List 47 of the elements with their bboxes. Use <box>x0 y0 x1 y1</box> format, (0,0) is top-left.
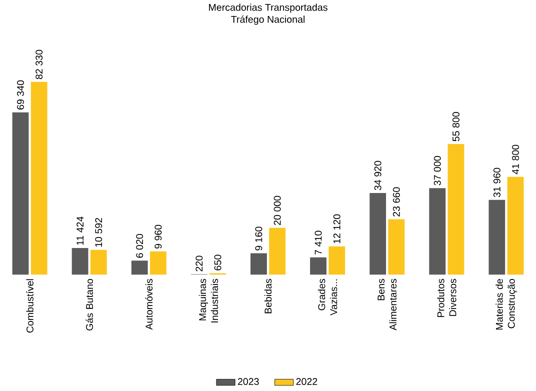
x-tick-label: Bens Alimentares <box>378 278 397 330</box>
data-label: 69 340 <box>17 80 24 110</box>
bar <box>72 248 88 275</box>
x-tick-label: Grades Vazias... <box>318 278 338 316</box>
x-tick-label: Gás Butano <box>86 279 94 330</box>
data-label: 82 330 <box>36 50 43 80</box>
bar <box>448 144 464 275</box>
bar <box>429 188 446 275</box>
data-label: 650 <box>214 254 222 270</box>
data-label: 20 000 <box>274 196 281 226</box>
chart-subtitle: Tráfego Nacional <box>231 16 304 25</box>
data-label: 9 960 <box>154 224 162 249</box>
data-label: 9 160 <box>255 226 262 250</box>
data-label: 220 <box>196 256 203 272</box>
legend-label: 2022 <box>296 378 318 386</box>
data-label: 7 410 <box>314 230 322 255</box>
x-tick-label: Bebidas <box>264 278 272 314</box>
data-label: 6 020 <box>136 234 144 258</box>
bar <box>12 112 29 275</box>
legend-label: 2023 <box>238 378 259 386</box>
chart-title: Mercadorias Transportadas <box>209 4 328 13</box>
data-label: 10 592 <box>95 218 102 247</box>
x-tick-label: Produtos Diversos <box>437 278 456 318</box>
x-tick-label: Automóveis <box>145 278 153 330</box>
bar <box>90 250 107 275</box>
bar <box>30 82 48 275</box>
data-label: 41 800 <box>512 144 520 174</box>
bar <box>269 228 286 275</box>
data-label: 12 120 <box>333 214 340 244</box>
bar <box>507 176 524 275</box>
x-tick-label: Combustível <box>26 279 34 333</box>
bar <box>370 192 386 275</box>
data-label: 55 800 <box>452 112 460 142</box>
bar <box>150 251 166 275</box>
data-label: 23 660 <box>392 187 400 216</box>
bar <box>310 257 326 275</box>
x-tick-label: Maquinas Industriais <box>198 278 218 322</box>
bar <box>388 219 405 275</box>
x-tick-label: Materias de Construção <box>496 279 517 330</box>
data-label: 31 960 <box>493 168 500 198</box>
bar <box>328 246 346 275</box>
bar <box>488 200 506 275</box>
bar <box>250 253 267 275</box>
bar <box>131 260 148 275</box>
data-label: 37 000 <box>434 156 441 186</box>
data-label: 11 424 <box>76 216 84 245</box>
data-label: 34 920 <box>374 160 382 190</box>
